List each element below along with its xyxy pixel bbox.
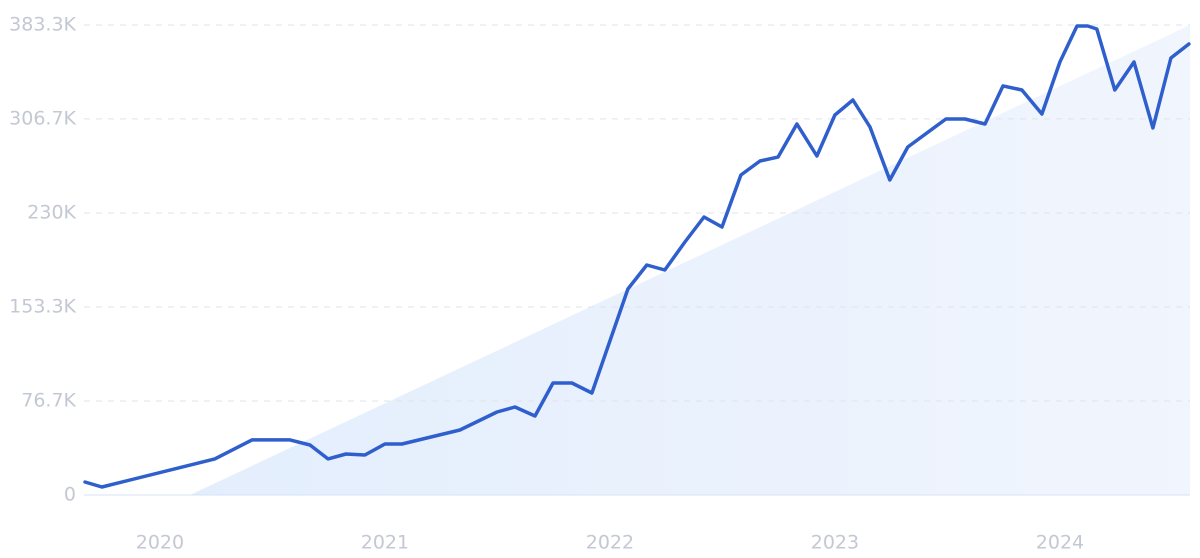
y-tick-label: 153.3K xyxy=(9,296,76,318)
x-tick-label: 2024 xyxy=(1036,532,1084,554)
y-tick-label: 383.3K xyxy=(9,14,76,36)
x-tick-label: 2021 xyxy=(361,532,409,554)
x-tick-label: 2020 xyxy=(136,532,184,554)
y-tick-label: 0 xyxy=(64,484,76,506)
line xyxy=(83,24,1191,489)
x-tick-label: 2022 xyxy=(586,532,634,554)
y-tick-label: 306.7K xyxy=(9,107,76,129)
x-tick-label: 2023 xyxy=(811,532,859,554)
trend-area xyxy=(190,25,1190,495)
y-tick-label: 230K xyxy=(27,201,76,223)
y-tick-label: 76.7K xyxy=(21,389,76,411)
